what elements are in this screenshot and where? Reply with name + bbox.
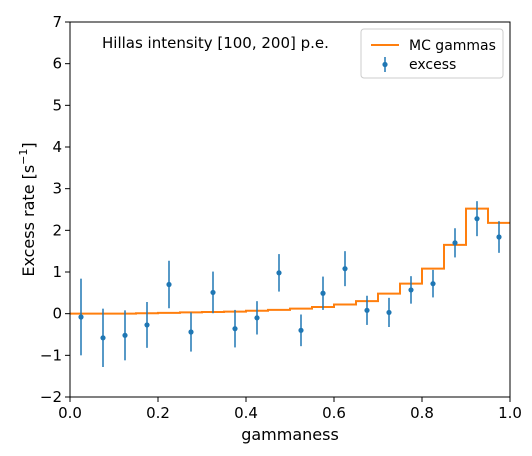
mc-gammas-series (70, 207, 510, 315)
excess-point (254, 301, 260, 335)
excess-point (210, 271, 216, 314)
legend-excess-label: excess (409, 57, 456, 73)
chart-annotation: Hillas intensity [100, 200] p.e. (102, 34, 329, 52)
excess-marker (78, 314, 84, 320)
excess-marker (210, 289, 216, 296)
y-axis: −2 −1 0 1 2 3 4 5 6 7 (40, 13, 70, 406)
excess-point (320, 276, 326, 310)
excess-marker (232, 326, 238, 332)
excess-marker (408, 287, 414, 293)
excess-point (386, 297, 392, 327)
y-axis-title-sup: −1 (17, 149, 30, 165)
y-axis-title: Excess rate [s−1] (17, 142, 38, 276)
excess-point (100, 308, 106, 367)
x-tick-label: 0.4 (234, 404, 258, 422)
y-tick-label: 0 (52, 305, 62, 323)
y-tick-label: 1 (52, 263, 62, 281)
legend-excess-marker (382, 61, 388, 68)
excess-marker (320, 290, 326, 296)
excess-point (408, 276, 414, 304)
y-tick-label: 2 (52, 221, 62, 239)
excess-marker (364, 307, 370, 313)
x-axis: 0.0 0.2 0.4 0.6 0.8 1.0 (58, 397, 522, 422)
excess-point (342, 251, 348, 287)
excess-point (144, 302, 150, 348)
x-axis-title: gammaness (241, 425, 339, 444)
legend-box (360, 28, 504, 79)
excess-marker (386, 309, 392, 316)
excess-marker (100, 335, 106, 341)
excess-marker (188, 329, 194, 335)
excess-marker (144, 322, 150, 328)
x-tick-label: 0.0 (58, 404, 82, 422)
excess-marker (276, 270, 282, 276)
y-tick-label: −1 (40, 346, 62, 364)
excess-series (78, 201, 502, 367)
y-tick-label: 3 (52, 180, 62, 198)
excess-point (430, 269, 436, 298)
mc-gammas-step-line (70, 207, 510, 315)
excess-marker (430, 281, 436, 287)
legend: MC gammas excess (360, 28, 504, 79)
excess-marker (342, 266, 348, 272)
excess-point (232, 309, 238, 348)
x-tick-label: 1.0 (498, 404, 522, 422)
x-tick-label: 0.6 (322, 404, 346, 422)
y-tick-label: 7 (52, 13, 62, 31)
plot-frame (69, 21, 511, 398)
excess-point (188, 312, 194, 352)
excess-marker (254, 315, 260, 321)
excess-point (452, 228, 458, 258)
y-axis-title-main: Excess rate [s (19, 165, 38, 277)
excess-marker (496, 234, 502, 240)
excess-point (122, 310, 128, 361)
excess-point (474, 201, 480, 237)
x-tick-label: 0.2 (146, 404, 170, 422)
excess-marker (452, 240, 458, 246)
legend-mc-gammas-label: MC gammas (409, 38, 496, 54)
excess-point (166, 260, 172, 309)
excess-point (364, 295, 370, 325)
excess-point (78, 278, 84, 356)
excess-marker (166, 281, 172, 288)
y-tick-label: 4 (52, 138, 62, 156)
y-tick-label: −2 (40, 388, 62, 406)
excess-marker (298, 327, 304, 333)
y-tick-label: 5 (52, 96, 62, 114)
excess-point (276, 254, 282, 292)
excess-point (298, 314, 304, 347)
x-tick-label: 0.8 (410, 404, 434, 422)
y-axis-title-end: ] (19, 142, 38, 148)
y-tick-label: 6 (52, 55, 62, 73)
excess-point (496, 221, 502, 253)
excess-marker (474, 216, 480, 222)
excess-marker (122, 332, 128, 338)
